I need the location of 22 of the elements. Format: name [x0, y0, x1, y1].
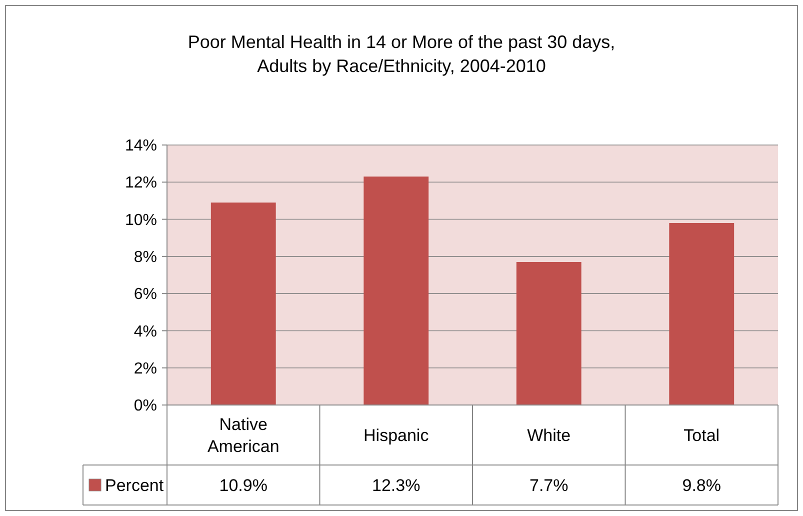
legend-label: Percent [105, 476, 164, 495]
x-tick-label: Total [684, 426, 720, 445]
y-tick-label: 2% [134, 360, 157, 378]
chart-title: Poor Mental Health in 14 or More of the past 30 days, Adults by Race/Ethnicity, 2004-2010 [188, 32, 616, 76]
bar [210, 202, 276, 405]
y-tick-label: 4% [134, 323, 157, 340]
y-tick-label: 10% [124, 212, 157, 229]
bar [364, 176, 429, 405]
y-tick-label: 8% [134, 249, 157, 266]
data-label: 9.8% [682, 476, 721, 495]
y-tick-label: 12% [124, 174, 157, 192]
y-tick-label: 6% [134, 286, 157, 304]
bar [516, 262, 582, 405]
data-label: 7.7% [530, 476, 568, 495]
bar [669, 223, 734, 405]
x-tick-label: Native American [207, 414, 280, 456]
y-tick-label: 0% [134, 398, 157, 415]
data-label: 12.3% [372, 476, 420, 495]
y-tick-label: 14% [124, 138, 157, 155]
x-tick-label: Hispanic [364, 426, 430, 445]
x-tick-label: White [527, 426, 571, 445]
data-label: 10.9% [219, 476, 268, 495]
